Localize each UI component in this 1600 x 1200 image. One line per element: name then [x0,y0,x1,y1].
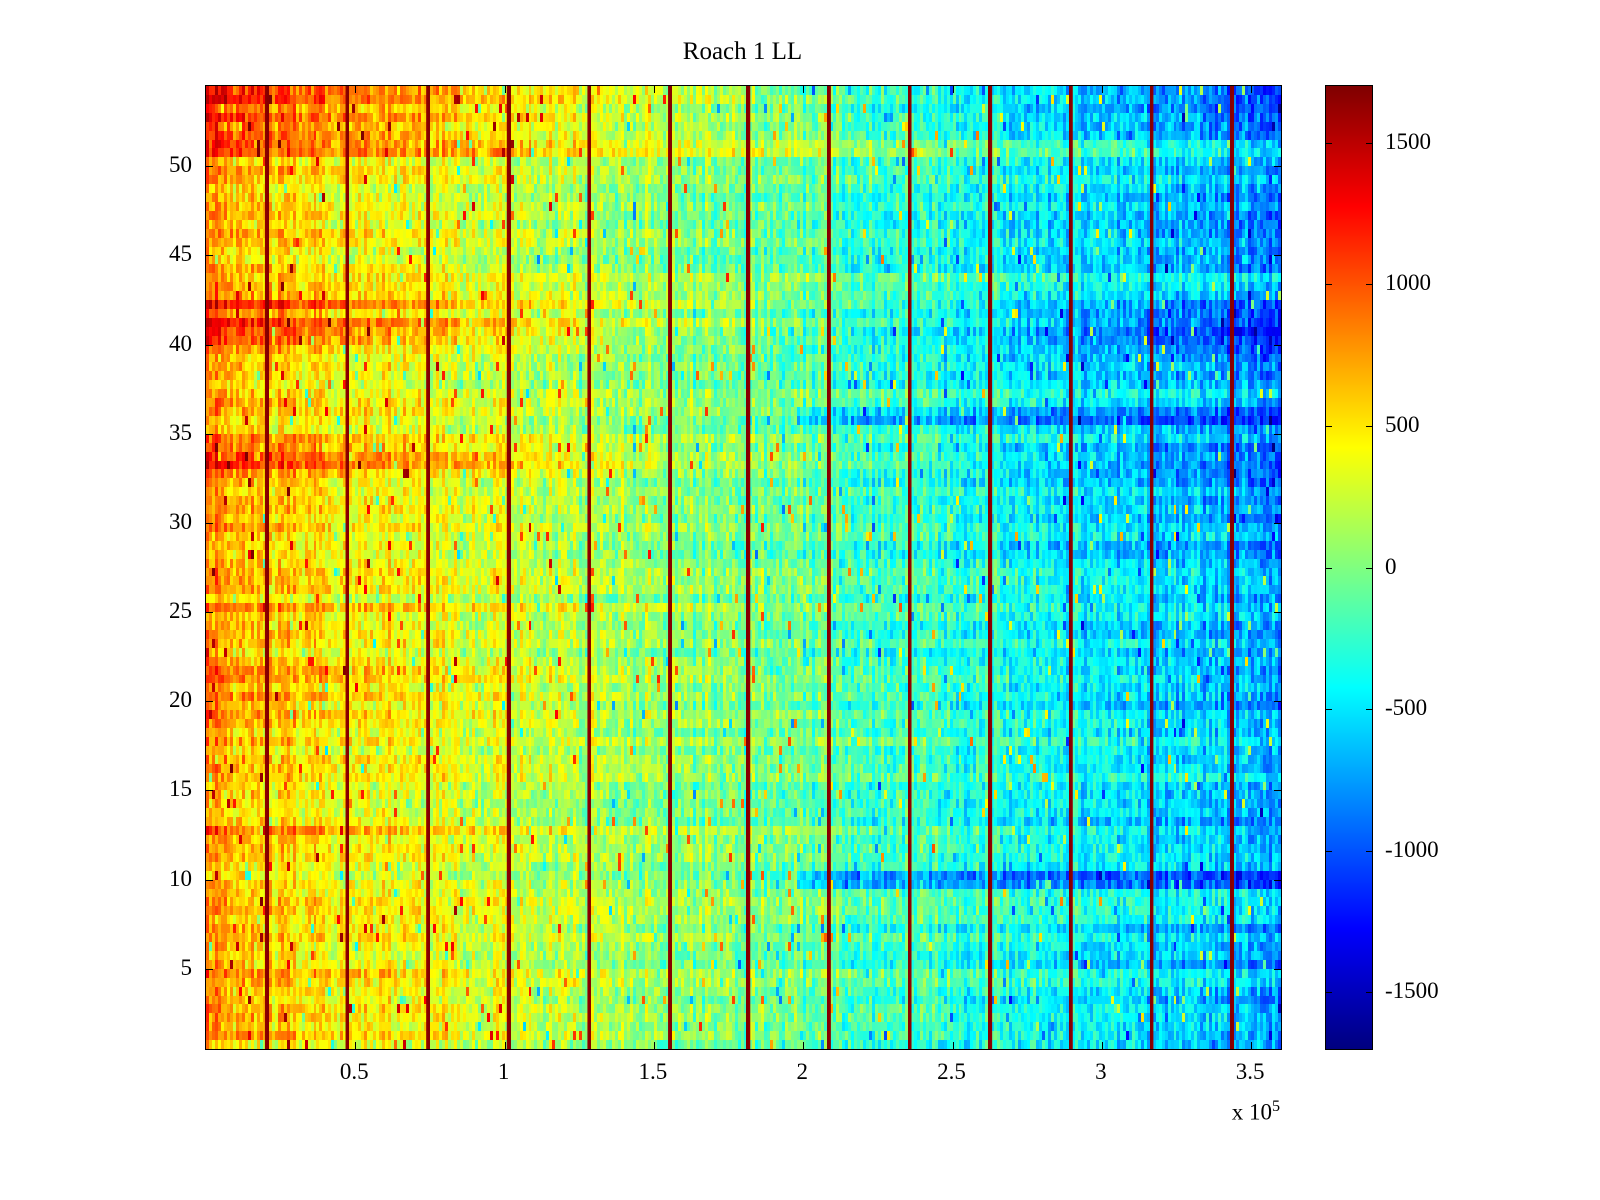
colorbar-tick-label: 1000 [1385,270,1431,296]
x-tick-label: 1.5 [638,1059,668,1084]
x-tick-label: 0.5 [339,1059,369,1084]
y-tick-label: 45 [169,241,192,267]
x-tick-label: 2 [796,1059,808,1084]
y-tick-label: 50 [169,152,192,178]
heatmap-canvas [205,85,1282,1050]
x-axis-exponent-label: x 105 [1110,1098,1280,1126]
colorbar-canvas [1325,85,1373,1050]
x-tick-label: 1 [497,1059,510,1084]
x-tick-label: 3 [1095,1059,1107,1084]
y-tick-label: 30 [169,508,192,534]
colorbar-tick-label: -1000 [1385,836,1439,862]
y-tick-label: 20 [169,687,192,713]
colorbar-tick-label: -500 [1385,695,1428,721]
exponent-base: x 10 [1231,1099,1272,1125]
y-tick-label: 40 [169,330,192,356]
chart-title: Roach 1 LL [682,38,803,65]
exponent-power: 5 [1271,1098,1280,1115]
x-tick-label: 2.5 [937,1059,966,1084]
colorbar-tick-label: 0 [1385,553,1397,579]
y-tick-label: 15 [169,776,192,802]
colorbar-tick-label: 1500 [1385,128,1431,154]
y-tick-label: 5 [180,954,193,980]
colorbar-tick-label: -1500 [1385,978,1439,1004]
y-tick-label: 35 [169,419,192,445]
y-tick-label: 10 [169,865,192,891]
y-tick-label: 25 [169,598,192,624]
x-tick-label: 3.5 [1235,1059,1265,1084]
colorbar-tick-label: 500 [1385,411,1420,437]
